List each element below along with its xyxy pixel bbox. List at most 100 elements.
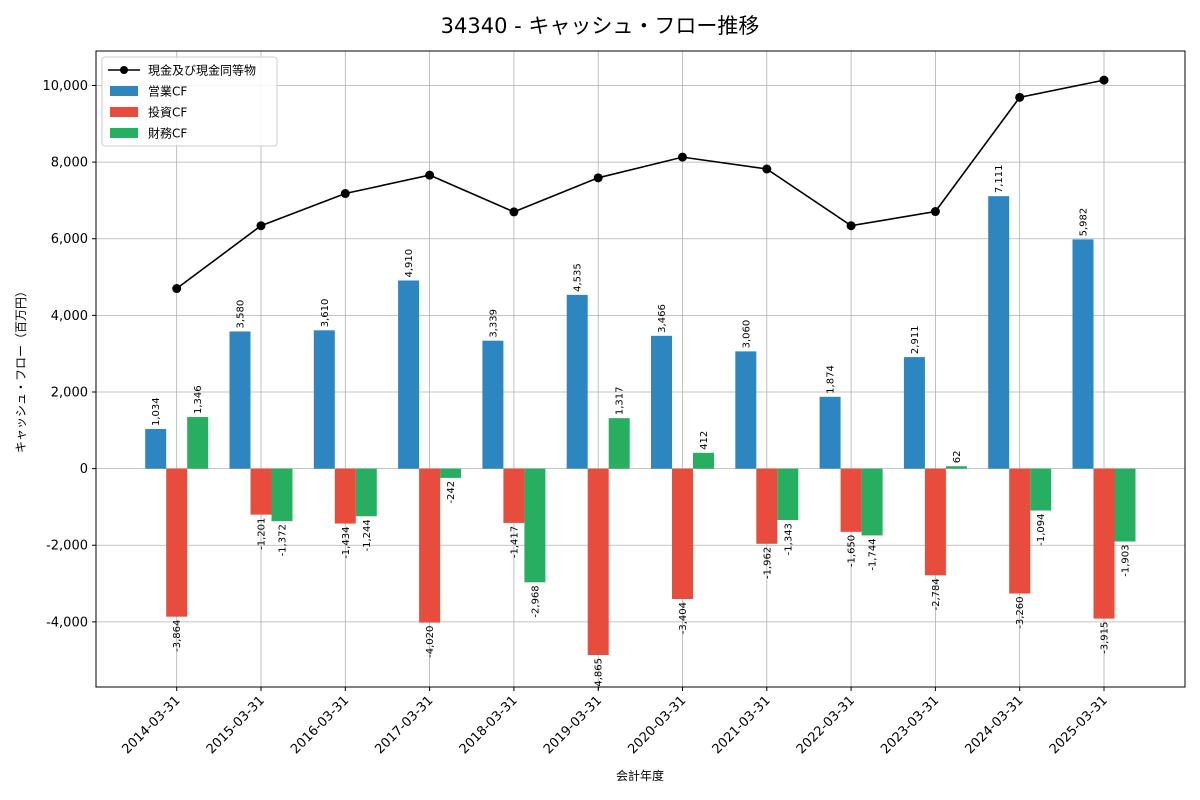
bar-財務CF	[355, 468, 377, 517]
x-axis-label: 会計年度	[616, 768, 664, 783]
bar-value-label: -1,244	[362, 519, 373, 551]
x-tick-label: 2014-03-31	[119, 693, 183, 757]
cash-point	[593, 173, 603, 183]
bar-投資CF	[924, 468, 946, 576]
bar-財務CF	[524, 468, 546, 583]
x-tick-label: 2020-03-31	[625, 693, 689, 757]
bar-営業CF	[398, 280, 420, 469]
x-tick-label: 2018-03-31	[457, 693, 521, 757]
bar-value-label: -3,404	[678, 602, 689, 634]
cash-point	[1015, 92, 1025, 102]
bar-投資CF	[1093, 468, 1115, 619]
bar-value-label: 3,466	[657, 304, 668, 333]
bar-財務CF	[945, 466, 967, 469]
bar-value-label: 3,610	[320, 299, 331, 328]
bar-value-label: -4,865	[594, 658, 605, 690]
bar-value-label: 62	[952, 451, 963, 464]
bar-営業CF	[1072, 239, 1094, 469]
y-tick-label: 0	[80, 462, 88, 477]
bar-value-label: 3,060	[741, 320, 752, 349]
bar-value-label: -1,201	[257, 518, 268, 550]
bar-投資CF	[587, 468, 609, 656]
bar-value-label: -3,260	[1015, 597, 1026, 629]
bar-value-label: -1,094	[1036, 514, 1047, 546]
bar-value-label: 3,339	[488, 309, 499, 338]
bar-投資CF	[756, 468, 778, 544]
bar-財務CF	[1114, 468, 1136, 542]
x-axis: 2014-03-31 2015-03-31 2016-03-31 2017-03-31…	[119, 687, 1111, 757]
bar-投資CF	[672, 468, 693, 600]
y-tick-label: 10,000	[43, 79, 89, 94]
bar-value-label: -1,417	[509, 526, 520, 558]
bar-営業CF	[482, 340, 504, 469]
cash-point	[762, 164, 772, 174]
bar-営業CF	[819, 396, 841, 469]
bar-営業CF	[313, 330, 335, 469]
bar-value-label: -1,650	[847, 535, 858, 567]
y-tick-label: -2,000	[46, 539, 88, 554]
y-tick-label: 2,000	[51, 385, 88, 400]
bar-value-label: 412	[699, 431, 710, 450]
x-tick-label: 2017-03-31	[372, 693, 436, 757]
bar-財務CF	[861, 468, 883, 536]
bar-投資CF	[840, 468, 862, 532]
x-tick-label: 2023-03-31	[878, 693, 942, 757]
cash-point	[425, 170, 435, 180]
bar-投資CF	[419, 468, 441, 623]
cash-point	[172, 284, 182, 294]
bar-value-label: 3,580	[236, 300, 247, 329]
legend-swatch	[110, 128, 138, 138]
bar-財務CF	[440, 468, 462, 478]
legend-marker	[120, 66, 128, 74]
bar-財務CF	[271, 468, 293, 522]
bar-営業CF	[903, 357, 925, 469]
cash-point	[930, 207, 940, 217]
legend-label: 営業CF	[148, 85, 187, 99]
bar-value-label: -1,903	[1121, 545, 1132, 577]
bar-value-label: -1,343	[783, 523, 794, 555]
bar-投資CF	[503, 468, 525, 523]
chart-title: 34340 - キャッシュ・フロー推移	[441, 14, 760, 38]
cash-line	[176, 79, 1105, 290]
cash-point	[509, 207, 519, 217]
bar-営業CF	[988, 196, 1010, 469]
y-tick-label: 8,000	[51, 156, 88, 171]
y-axis: -4,000 -2,000 0 2,000 4,000 6,000 8,000 10,000	[43, 79, 96, 630]
legend-swatch	[110, 86, 138, 96]
bar-営業CF	[145, 428, 167, 469]
bar-value-label: -1,434	[341, 527, 352, 559]
cash-point	[678, 152, 687, 162]
bars-layer	[145, 196, 1136, 656]
y-tick-label: 6,000	[51, 232, 88, 247]
x-tick-label: 2015-03-31	[204, 693, 268, 757]
legend-frame	[101, 56, 278, 147]
legend-label: 投資CF	[148, 105, 187, 120]
x-tick-label: 2025-03-31	[1047, 693, 1111, 757]
bar-value-label: -242	[446, 481, 457, 504]
legend-label: 現金及び現金同等物	[148, 63, 256, 78]
bar-value-label: 1,346	[193, 385, 204, 414]
bar-value-label: -3,915	[1100, 622, 1111, 654]
labels-layer: 1,034 3,580 3,610 4,910 3,339 4,535 3,466 3,060…	[151, 165, 1131, 691]
x-tick-label: 2022-03-31	[794, 693, 858, 757]
bar-投資CF	[1009, 468, 1031, 594]
bar-value-label: 5,982	[1079, 208, 1090, 237]
cash-point	[1099, 75, 1109, 85]
bar-財務CF	[693, 452, 714, 469]
bar-財務CF	[777, 468, 799, 521]
bar-value-label: 1,034	[151, 397, 162, 426]
bar-財務CF	[187, 417, 209, 469]
bar-投資CF	[166, 468, 188, 617]
bar-value-label: -2,968	[530, 585, 541, 617]
bar-営業CF	[735, 351, 757, 469]
x-tick-label: 2021-03-31	[710, 693, 774, 757]
bar-投資CF	[250, 468, 272, 515]
y-tick-label: 4,000	[51, 309, 88, 324]
bar-value-label: 4,910	[404, 249, 415, 278]
line-layer	[172, 75, 1109, 294]
y-tick-label: -4,000	[46, 615, 88, 630]
cash-point	[846, 221, 856, 231]
bar-営業CF	[566, 294, 588, 469]
